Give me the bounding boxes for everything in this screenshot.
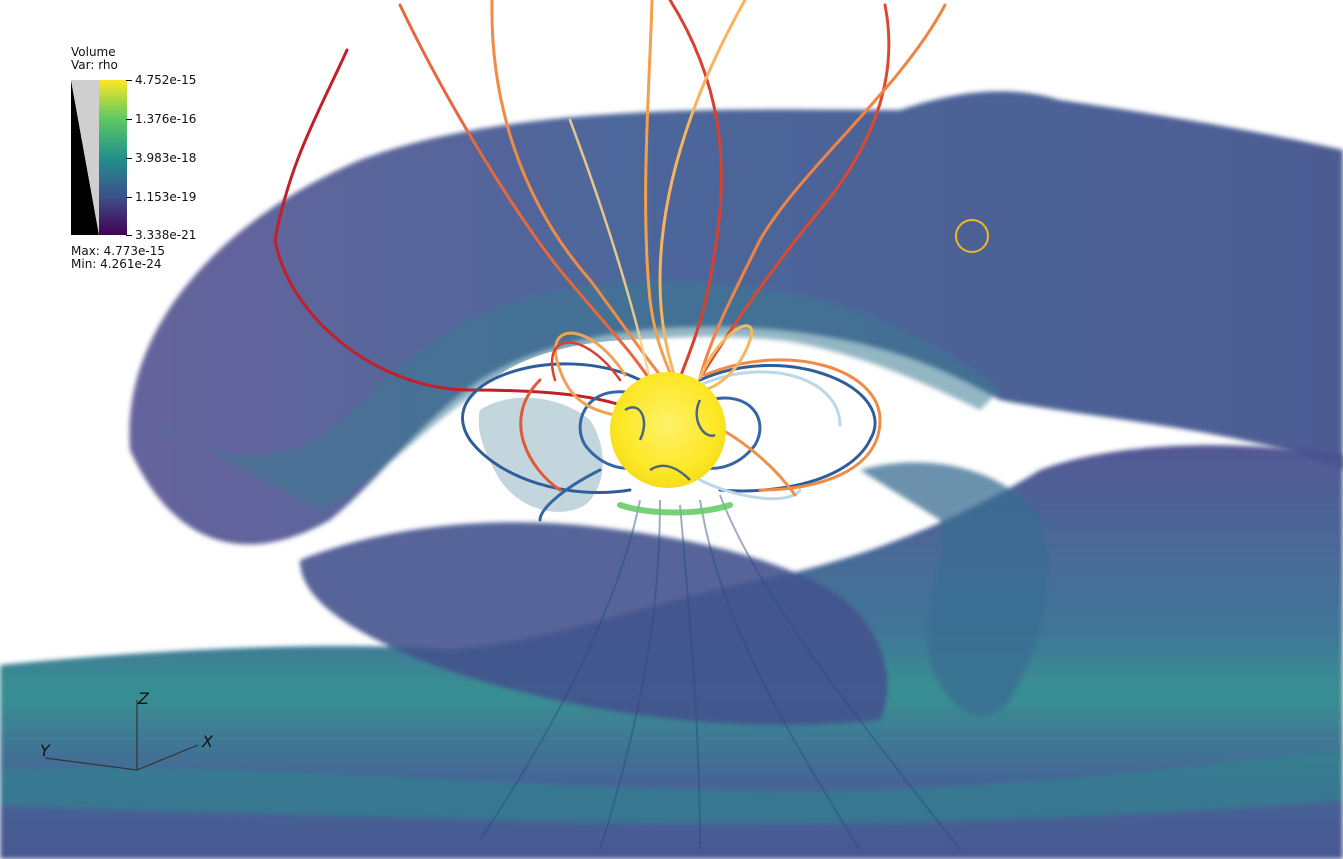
field-line-warm-4	[658, 0, 747, 380]
x-axis-line	[136, 744, 199, 771]
field-lines-lower	[479, 494, 961, 851]
legend-min: Min: 4.261e-24	[71, 257, 162, 271]
legend-tick-4: 3.338e-21	[126, 229, 196, 241]
loop-left-warm	[553, 331, 627, 417]
loop-right-upper	[698, 324, 753, 392]
density-volume-lower-disk	[0, 445, 1343, 859]
field-line-red-3	[698, 3, 891, 380]
loop-left-inner	[578, 390, 642, 470]
legend-title: Volume	[71, 45, 116, 59]
central-star	[610, 372, 726, 488]
legend-tick-0: 4.752e-15	[126, 74, 196, 86]
legend-tick-1: 1.376e-16	[126, 113, 196, 125]
color-legend: Volume Var: rho 4.752e-15 1.376e-16 3.98…	[62, 44, 212, 274]
field-line-warm-2	[490, 0, 662, 377]
legend-variable: Var: rho	[71, 58, 118, 72]
axes-triad	[44, 700, 199, 771]
field-line-red-left	[273, 48, 622, 407]
legend-tick-2: 3.983e-18	[126, 152, 196, 164]
legend-tick-3: 1.153e-19	[126, 191, 196, 203]
loop-front-left	[538, 468, 602, 522]
field-lines-open	[273, 0, 947, 407]
field-line-light-1	[568, 118, 652, 382]
loop-red-left	[519, 378, 562, 492]
legend-gradient	[99, 80, 127, 235]
density-volume-upper-shell	[129, 91, 1343, 545]
field-lines-on-star	[624, 399, 716, 481]
loop-left-red	[550, 341, 622, 382]
axis-label-z: Z	[138, 689, 149, 708]
legend-colorbar	[71, 80, 127, 235]
axis-label-y: Y	[40, 741, 50, 760]
target-marker-circle[interactable]	[955, 219, 989, 253]
loop-right-inner	[703, 396, 762, 470]
field-line-warm-5	[698, 3, 947, 380]
green-ring	[617, 502, 733, 516]
field-lines-closed	[461, 324, 882, 522]
field-line-red-2	[668, 0, 723, 380]
y-axis-line	[44, 757, 138, 771]
legend-max: Max: 4.773e-15	[71, 244, 166, 258]
axis-label-x: X	[202, 732, 213, 751]
field-line-warm-3	[644, 0, 674, 380]
field-line-warm-1	[398, 3, 652, 382]
loop-right-warm	[703, 358, 882, 492]
